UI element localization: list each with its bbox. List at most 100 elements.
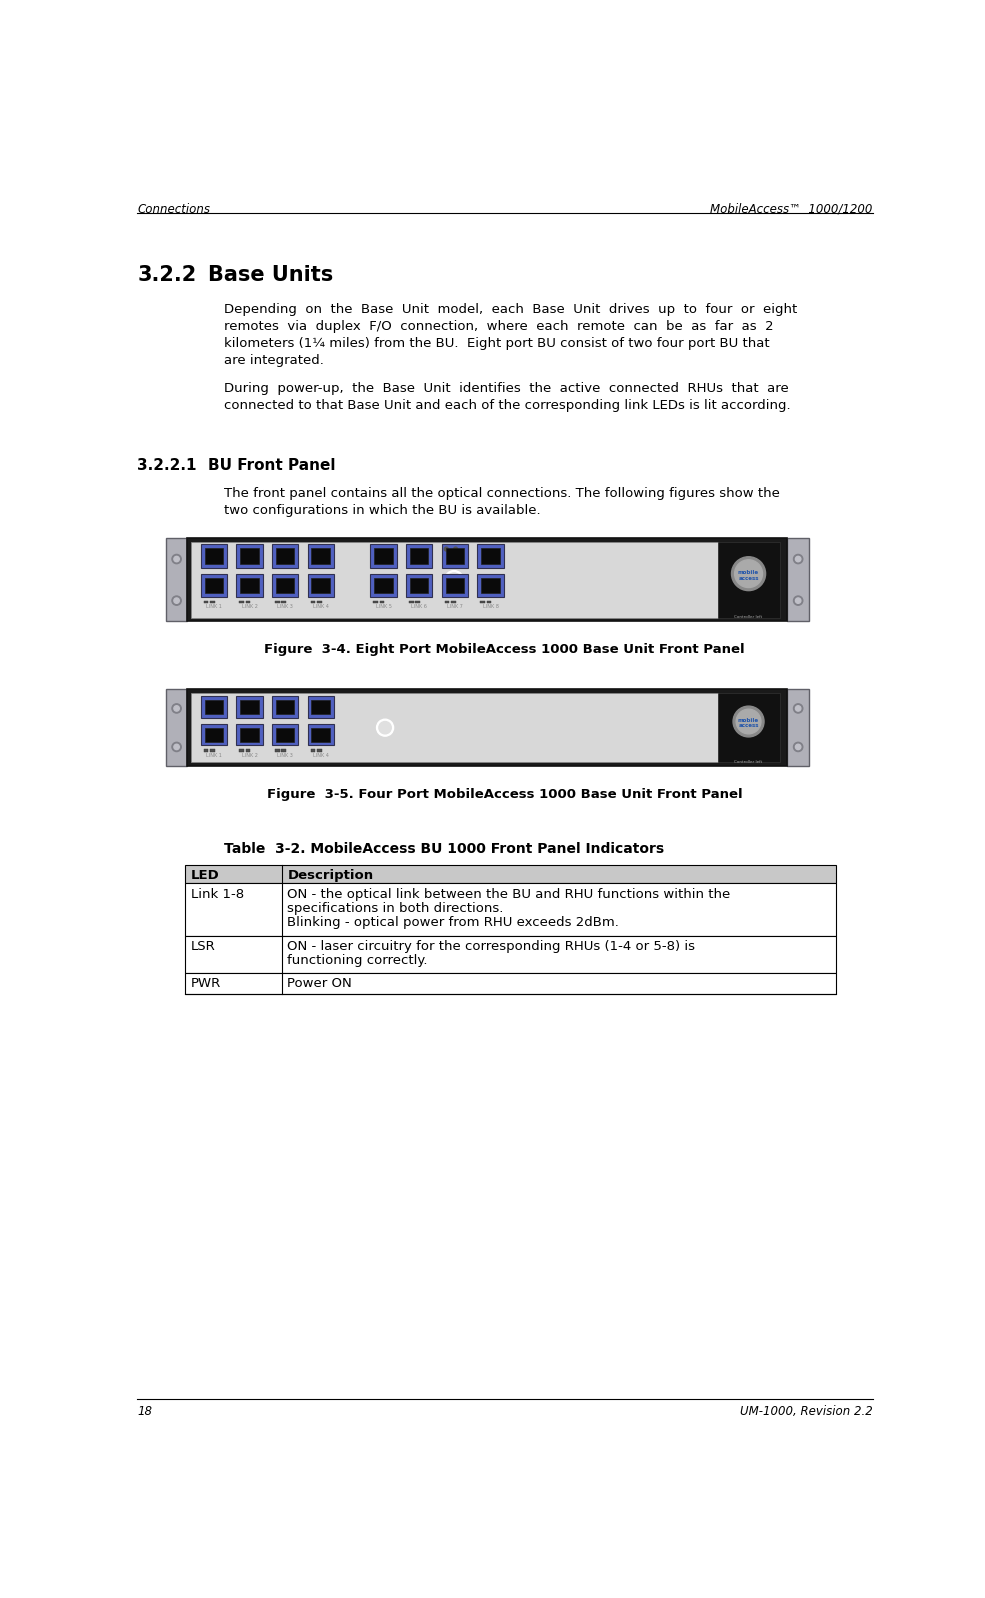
Text: LINK 3: LINK 3 xyxy=(277,753,294,757)
Bar xyxy=(240,577,259,593)
Text: LINK 8: LINK 8 xyxy=(483,604,498,609)
Bar xyxy=(204,749,209,751)
Bar xyxy=(201,545,227,567)
Text: LED: LED xyxy=(190,869,220,882)
Bar xyxy=(165,539,187,622)
Text: Blinking - optical power from RHU exceeds 2dBm.: Blinking - optical power from RHU exceed… xyxy=(288,916,620,928)
Text: PWR: PWR xyxy=(190,976,221,991)
Bar xyxy=(307,697,334,718)
Text: kilometers (1¼ miles) from the BU.  Eight port BU consist of two four port BU th: kilometers (1¼ miles) from the BU. Eight… xyxy=(224,337,769,350)
Bar xyxy=(410,577,428,593)
Text: LINK 6: LINK 6 xyxy=(412,604,427,609)
Text: Figure  3-4. Eight Port MobileAccess 1000 Base Unit Front Panel: Figure 3-4. Eight Port MobileAccess 1000… xyxy=(264,642,745,657)
Bar xyxy=(210,601,215,602)
Bar xyxy=(185,973,836,994)
Bar xyxy=(201,697,227,718)
Bar xyxy=(374,577,393,593)
Text: Depending  on  the  Base  Unit  model,  each  Base  Unit  drives  up  to  four  : Depending on the Base Unit model, each B… xyxy=(224,304,797,316)
Text: LINK 2: LINK 2 xyxy=(241,753,257,757)
Bar xyxy=(185,865,836,884)
Bar xyxy=(441,574,468,596)
Bar xyxy=(406,545,432,567)
Bar xyxy=(409,601,414,602)
Bar xyxy=(272,574,298,596)
Bar xyxy=(307,724,334,745)
Bar xyxy=(374,548,393,564)
Bar xyxy=(236,574,263,596)
Bar xyxy=(481,601,485,602)
Circle shape xyxy=(379,722,391,733)
Bar xyxy=(276,700,295,714)
Bar xyxy=(204,601,209,602)
Bar xyxy=(787,689,809,765)
Text: mobile
access: mobile access xyxy=(738,570,759,580)
Text: LINK 3: LINK 3 xyxy=(277,604,294,609)
Bar xyxy=(311,700,330,714)
Circle shape xyxy=(174,598,179,604)
Bar xyxy=(245,749,250,751)
Text: Figure  3-5. Four Port MobileAccess 1000 Base Unit Front Panel: Figure 3-5. Four Port MobileAccess 1000 … xyxy=(267,788,743,801)
Text: Description: Description xyxy=(288,869,373,882)
Bar xyxy=(275,749,280,751)
Bar xyxy=(370,574,397,596)
Bar xyxy=(787,539,809,622)
Bar xyxy=(276,727,295,741)
Bar xyxy=(205,727,223,741)
Text: Table  3-2. MobileAccess BU 1000 Front Panel Indicators: Table 3-2. MobileAccess BU 1000 Front Pa… xyxy=(224,842,664,855)
Bar xyxy=(201,574,227,596)
Text: The front panel contains all the optical connections. The following figures show: The front panel contains all the optical… xyxy=(224,487,780,500)
Text: remotes  via  duplex  F/O  connection,  where  each  remote  can  be  as  far  a: remotes via duplex F/O connection, where… xyxy=(224,320,773,334)
Text: 3.2.2: 3.2.2 xyxy=(137,265,196,284)
Bar xyxy=(478,574,503,596)
Bar xyxy=(187,689,787,765)
Bar xyxy=(379,601,384,602)
Circle shape xyxy=(174,556,179,562)
Circle shape xyxy=(733,706,764,737)
Bar xyxy=(275,601,280,602)
Circle shape xyxy=(735,559,762,588)
Text: BU Front Panel: BU Front Panel xyxy=(209,459,336,473)
Bar xyxy=(282,749,286,751)
Bar xyxy=(272,697,298,718)
Text: mobile
access: mobile access xyxy=(738,718,759,729)
Text: are integrated.: are integrated. xyxy=(224,355,324,368)
Bar xyxy=(717,542,779,617)
Bar xyxy=(445,548,464,564)
Text: LINK 1: LINK 1 xyxy=(206,604,222,609)
Circle shape xyxy=(794,743,803,751)
Text: Controller left: Controller left xyxy=(735,761,762,764)
Bar xyxy=(240,700,259,714)
Circle shape xyxy=(172,703,181,713)
Text: LINK 2: LINK 2 xyxy=(241,604,257,609)
Bar xyxy=(311,548,330,564)
Text: 3.2.2.1: 3.2.2.1 xyxy=(137,459,197,473)
Bar xyxy=(239,749,244,751)
Text: Power ON: Power ON xyxy=(288,976,353,991)
Circle shape xyxy=(376,719,394,737)
Bar xyxy=(307,574,334,596)
Bar xyxy=(317,601,321,602)
Bar xyxy=(272,724,298,745)
Text: specifications in both directions.: specifications in both directions. xyxy=(288,901,503,914)
Text: ON - laser circuitry for the corresponding RHUs (1-4 or 5-8) is: ON - laser circuitry for the correspondi… xyxy=(288,940,695,952)
Circle shape xyxy=(172,555,181,564)
Circle shape xyxy=(796,745,801,749)
Text: 18: 18 xyxy=(137,1405,152,1419)
Bar xyxy=(482,548,499,564)
Bar xyxy=(245,601,250,602)
Text: Base Units: Base Units xyxy=(209,265,334,284)
Circle shape xyxy=(174,745,179,749)
Bar xyxy=(205,577,223,593)
Circle shape xyxy=(736,710,761,733)
Bar xyxy=(441,545,468,567)
Bar xyxy=(236,724,263,745)
Bar xyxy=(311,727,330,741)
Bar xyxy=(310,601,315,602)
Text: connected to that Base Unit and each of the corresponding link LEDs is lit accor: connected to that Base Unit and each of … xyxy=(224,400,791,412)
Bar xyxy=(201,724,227,745)
Bar xyxy=(236,545,263,567)
Bar xyxy=(311,577,330,593)
Circle shape xyxy=(796,556,801,562)
Text: Connections: Connections xyxy=(137,203,210,216)
Bar xyxy=(187,539,787,622)
